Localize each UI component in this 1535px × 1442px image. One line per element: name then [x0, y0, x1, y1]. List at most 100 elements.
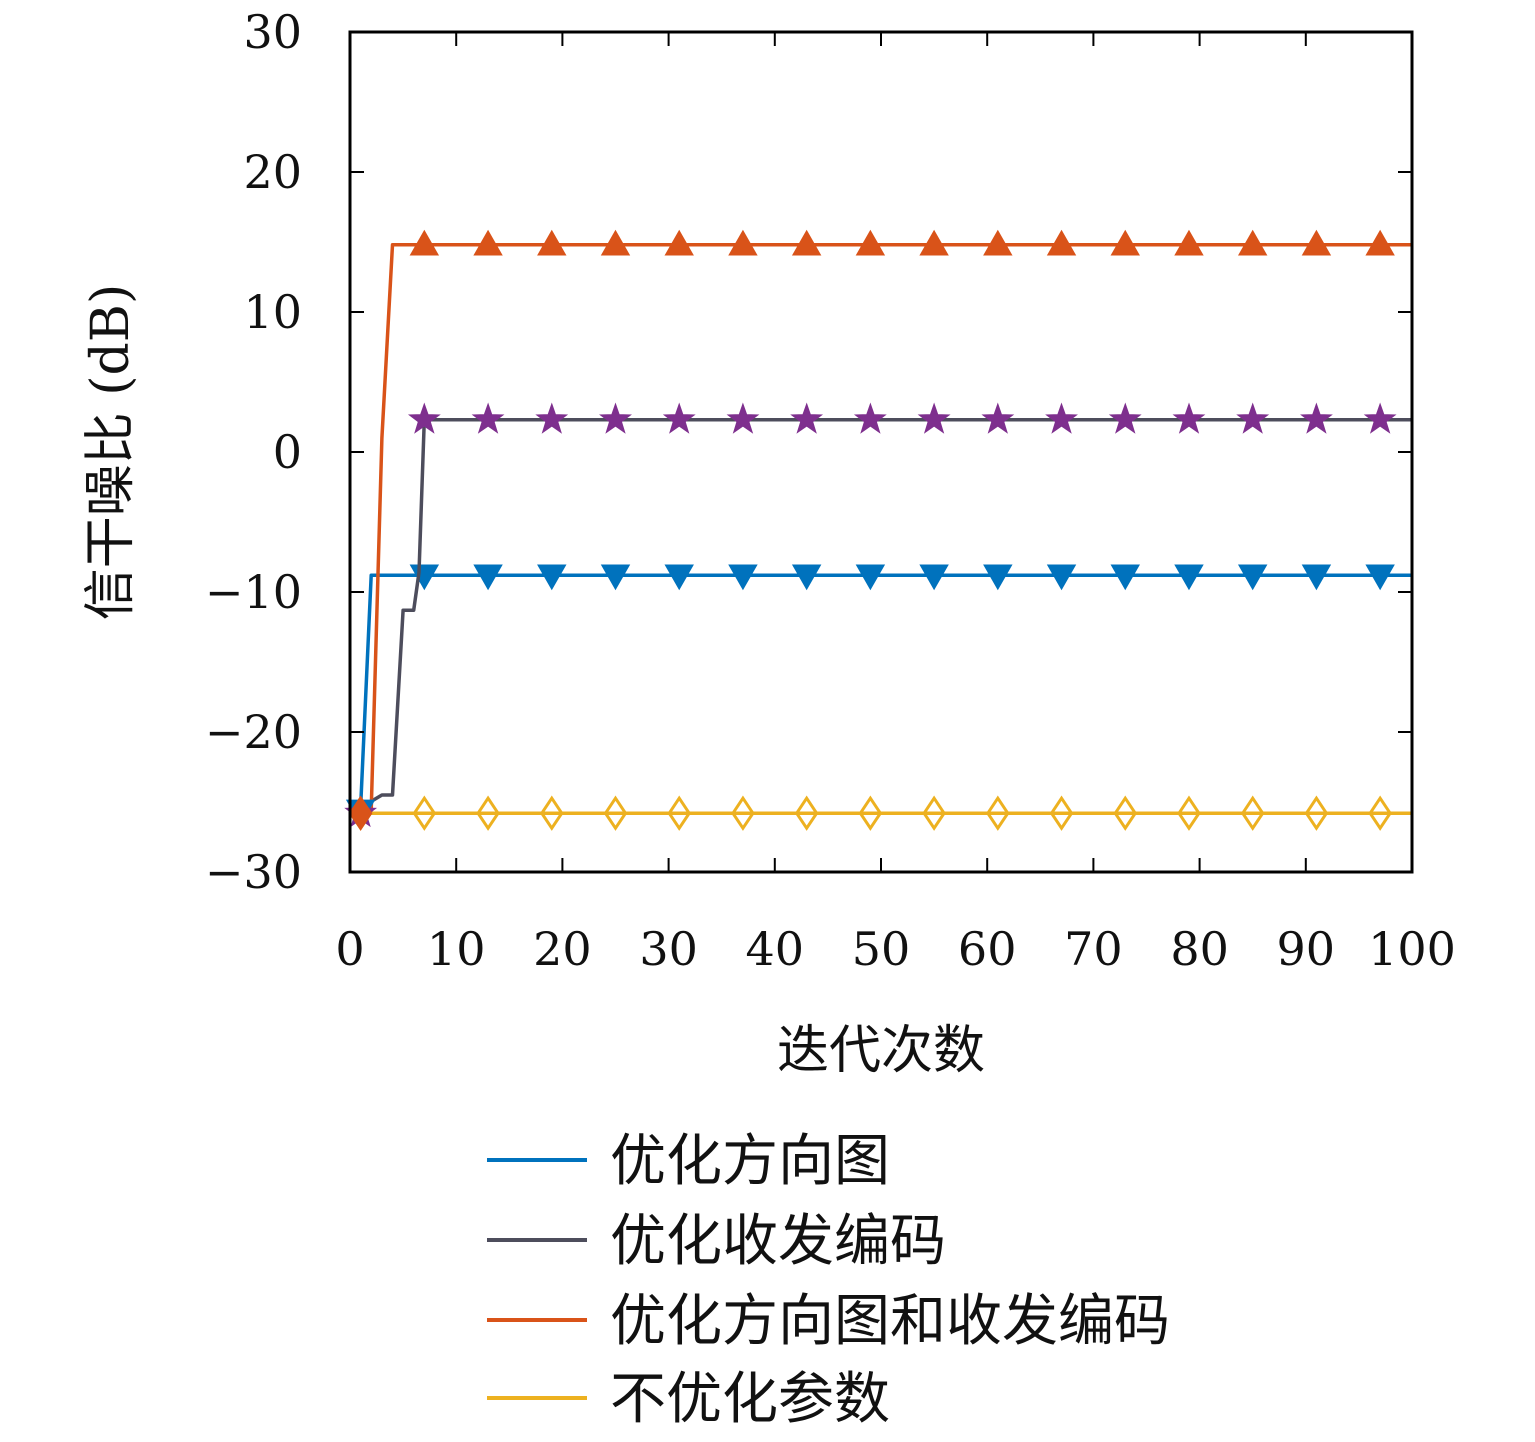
data-point [476, 795, 500, 831]
data-point [473, 229, 503, 256]
data-point [858, 795, 883, 831]
x-tick-label: 70 [1064, 922, 1123, 976]
legend-item: 优化收发编码 [487, 1209, 946, 1274]
data-point [1172, 402, 1206, 434]
legend-label: 优化方向图和收发编码 [610, 1289, 1170, 1354]
data-point [728, 229, 758, 256]
legend-label: 优化方向图 [610, 1129, 890, 1194]
data-point [600, 564, 631, 591]
x-tick-label: 100 [1368, 922, 1456, 976]
y-tick-label: −30 [205, 845, 302, 899]
data-point [728, 564, 758, 591]
y-tick-label: 0 [273, 425, 302, 479]
data-point [1046, 564, 1077, 591]
start-markers [344, 795, 378, 831]
data-point [409, 229, 440, 256]
y-tick-label: −20 [205, 705, 302, 759]
data-point [471, 402, 505, 434]
data-point [1174, 564, 1204, 591]
plot-layer [344, 229, 1412, 831]
data-point [473, 564, 503, 591]
data-point [1237, 564, 1268, 591]
data-point [981, 402, 1015, 434]
data-point [791, 564, 822, 591]
data-point [664, 229, 694, 256]
x-tick-label: 60 [958, 922, 1017, 976]
data-point [1236, 402, 1270, 434]
data-point [1046, 229, 1077, 256]
data-point [922, 795, 946, 831]
data-point [1110, 229, 1140, 256]
data-point [1365, 229, 1395, 256]
series-1 [350, 402, 1412, 810]
legend-item: 优化方向图和收发编码 [487, 1289, 1170, 1354]
data-point [855, 229, 886, 256]
series-line [350, 418, 1412, 810]
data-point [1304, 795, 1329, 831]
series-3 [348, 795, 1412, 831]
data-point [1300, 402, 1333, 434]
x-tick-label: 40 [746, 922, 805, 976]
data-point [412, 795, 437, 831]
series-0 [350, 564, 1412, 810]
data-point [790, 402, 824, 434]
x-tick-label: 50 [852, 922, 911, 976]
y-tick-label: 20 [243, 145, 302, 199]
data-point [855, 564, 886, 591]
data-point [794, 795, 819, 831]
data-point [1113, 795, 1138, 831]
data-point [731, 795, 755, 831]
y-tick-label: 30 [243, 5, 302, 59]
data-point [986, 795, 1010, 831]
data-point [919, 229, 949, 256]
data-point [1049, 795, 1074, 831]
data-point [791, 229, 822, 256]
x-tick-label: 20 [533, 922, 592, 976]
series-2 [349, 229, 1412, 815]
data-point [1363, 402, 1397, 434]
legend-label: 优化收发编码 [610, 1209, 946, 1274]
data-point [726, 402, 760, 434]
data-point [600, 229, 631, 256]
data-point [917, 402, 951, 434]
x-tick-label: 10 [427, 922, 486, 976]
data-point [983, 229, 1013, 256]
data-point [535, 402, 569, 434]
y-tick-label: −10 [205, 565, 302, 619]
y-axis-label: 信干噪比 (dB) [81, 284, 141, 621]
data-point [1177, 795, 1201, 831]
data-point [1174, 229, 1204, 256]
data-point [1237, 229, 1268, 256]
data-point [1045, 402, 1078, 434]
data-point [667, 795, 692, 831]
x-tick-label: 0 [335, 922, 364, 976]
data-point [537, 229, 567, 256]
data-point [599, 402, 632, 434]
data-point [1365, 564, 1395, 591]
data-point [1108, 402, 1142, 434]
data-point [539, 795, 564, 831]
legend-item: 优化方向图 [487, 1129, 890, 1194]
data-point [1368, 795, 1392, 831]
data-point [348, 795, 373, 831]
plot-frame [348, 30, 1414, 874]
legend-item: 不优化参数 [487, 1367, 890, 1432]
data-point [664, 564, 694, 591]
data-point [603, 795, 628, 831]
data-point [919, 564, 949, 591]
data-point [1240, 795, 1265, 831]
data-point [983, 564, 1013, 591]
series-line [349, 243, 1412, 815]
data-point [537, 564, 567, 591]
data-point [1301, 229, 1332, 256]
data-point [1301, 564, 1332, 591]
x-tick-label: 30 [639, 922, 698, 976]
y-tick-label: 10 [243, 285, 302, 339]
x-tick-label: 80 [1170, 922, 1229, 976]
legend-label: 不优化参数 [610, 1367, 890, 1432]
x-axis-label: 迭代次数 [777, 1021, 985, 1081]
series-line [350, 573, 1412, 810]
